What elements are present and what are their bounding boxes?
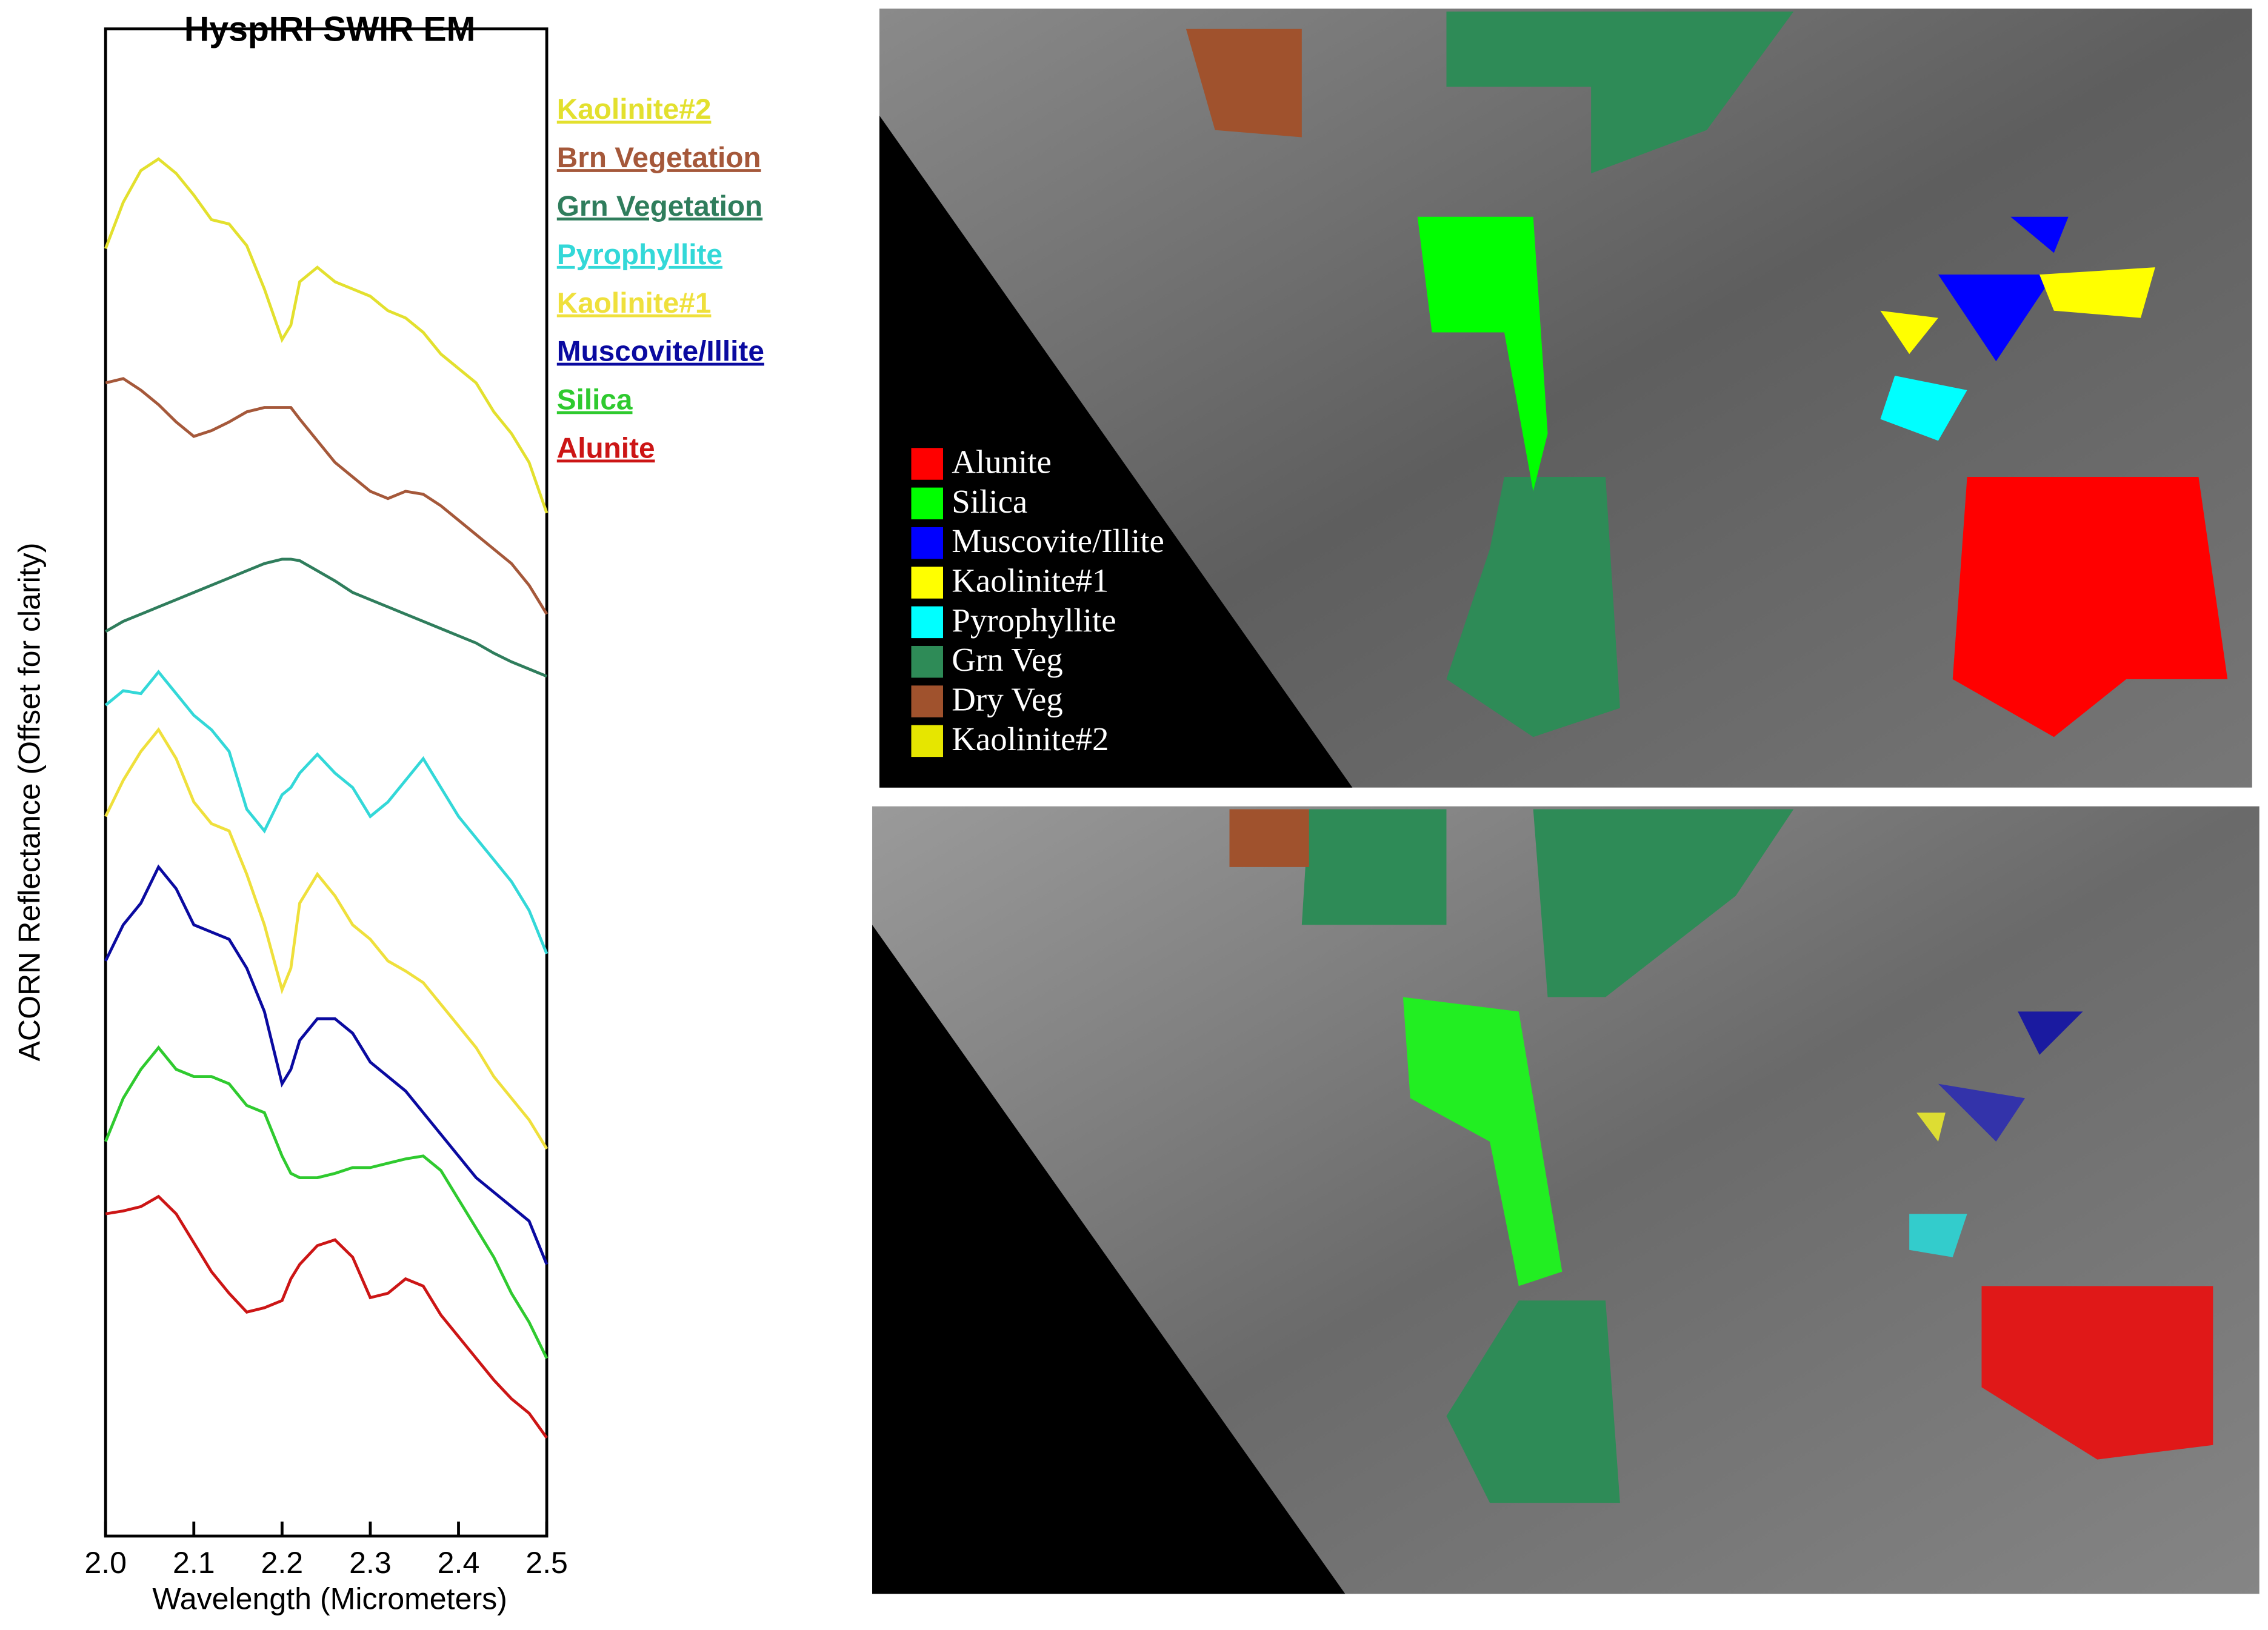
x-tick-label: 2.4 [438, 1546, 480, 1580]
spectrum-line [104, 727, 549, 1150]
map-legend-swatch [911, 448, 943, 480]
legend-label: Pyrophyllite [557, 239, 722, 271]
map-legend-label: Grn Veg [952, 641, 1062, 678]
map-legend-label: Dry Veg [952, 681, 1062, 718]
spectrum-line [105, 377, 549, 615]
y-axis-label: ACORN Reflectance (Offset for clarity) [13, 543, 47, 1062]
legend-label: Grn Vegetation [557, 190, 762, 222]
map-legend-swatch [911, 645, 943, 678]
x-tick-label: 2.1 [173, 1546, 215, 1580]
spectrum-line [105, 557, 547, 678]
chart-title: HyspIRI SWIR EM [184, 10, 475, 49]
map-legend: AluniteSilicaMuscovite/IlliteKaolinite#1… [911, 443, 1164, 757]
x-axis-label: Wavelength (Micrometers) [152, 1582, 507, 1616]
map-legend-label: Pyrophyllite [952, 602, 1116, 639]
spectrum-line [104, 670, 549, 954]
map-legend-swatch [911, 685, 943, 717]
map-legend-label: Kaolinite#1 [952, 562, 1109, 599]
map-legend-swatch [911, 567, 943, 599]
map-legend-label: Alunite [952, 443, 1052, 480]
spectrum-line [104, 864, 549, 1265]
spectrum-line [104, 1045, 549, 1359]
legend-label: Muscovite/Illite [557, 336, 764, 368]
map-legend-label: Silica [952, 483, 1027, 520]
plot-frame [104, 27, 549, 1538]
spectrum-line [105, 1194, 549, 1439]
legend-label: Silica [557, 384, 633, 416]
map-legend-swatch [911, 527, 943, 559]
legend-label: Alunite [557, 432, 655, 464]
legend-label: Kaolinite#1 [557, 287, 712, 319]
map-legend-label: Muscovite/Illite [952, 522, 1164, 559]
map-legend-swatch [911, 487, 943, 520]
map-legend-swatch [911, 606, 943, 639]
x-tick-label: 2.3 [349, 1546, 392, 1580]
map-legend-swatch [911, 725, 943, 757]
x-tick-label: 2.2 [261, 1546, 304, 1580]
legend-label: Kaolinite#2 [557, 93, 712, 125]
x-tick-label: 2.5 [525, 1546, 568, 1580]
spectrum-line [104, 157, 549, 514]
legend-label: Brn Vegetation [557, 142, 761, 174]
true-color-map [872, 806, 2260, 1594]
classified-map [879, 8, 2252, 788]
x-tick-label: 2.0 [84, 1546, 127, 1580]
map-legend-label: Kaolinite#2 [952, 720, 1109, 757]
